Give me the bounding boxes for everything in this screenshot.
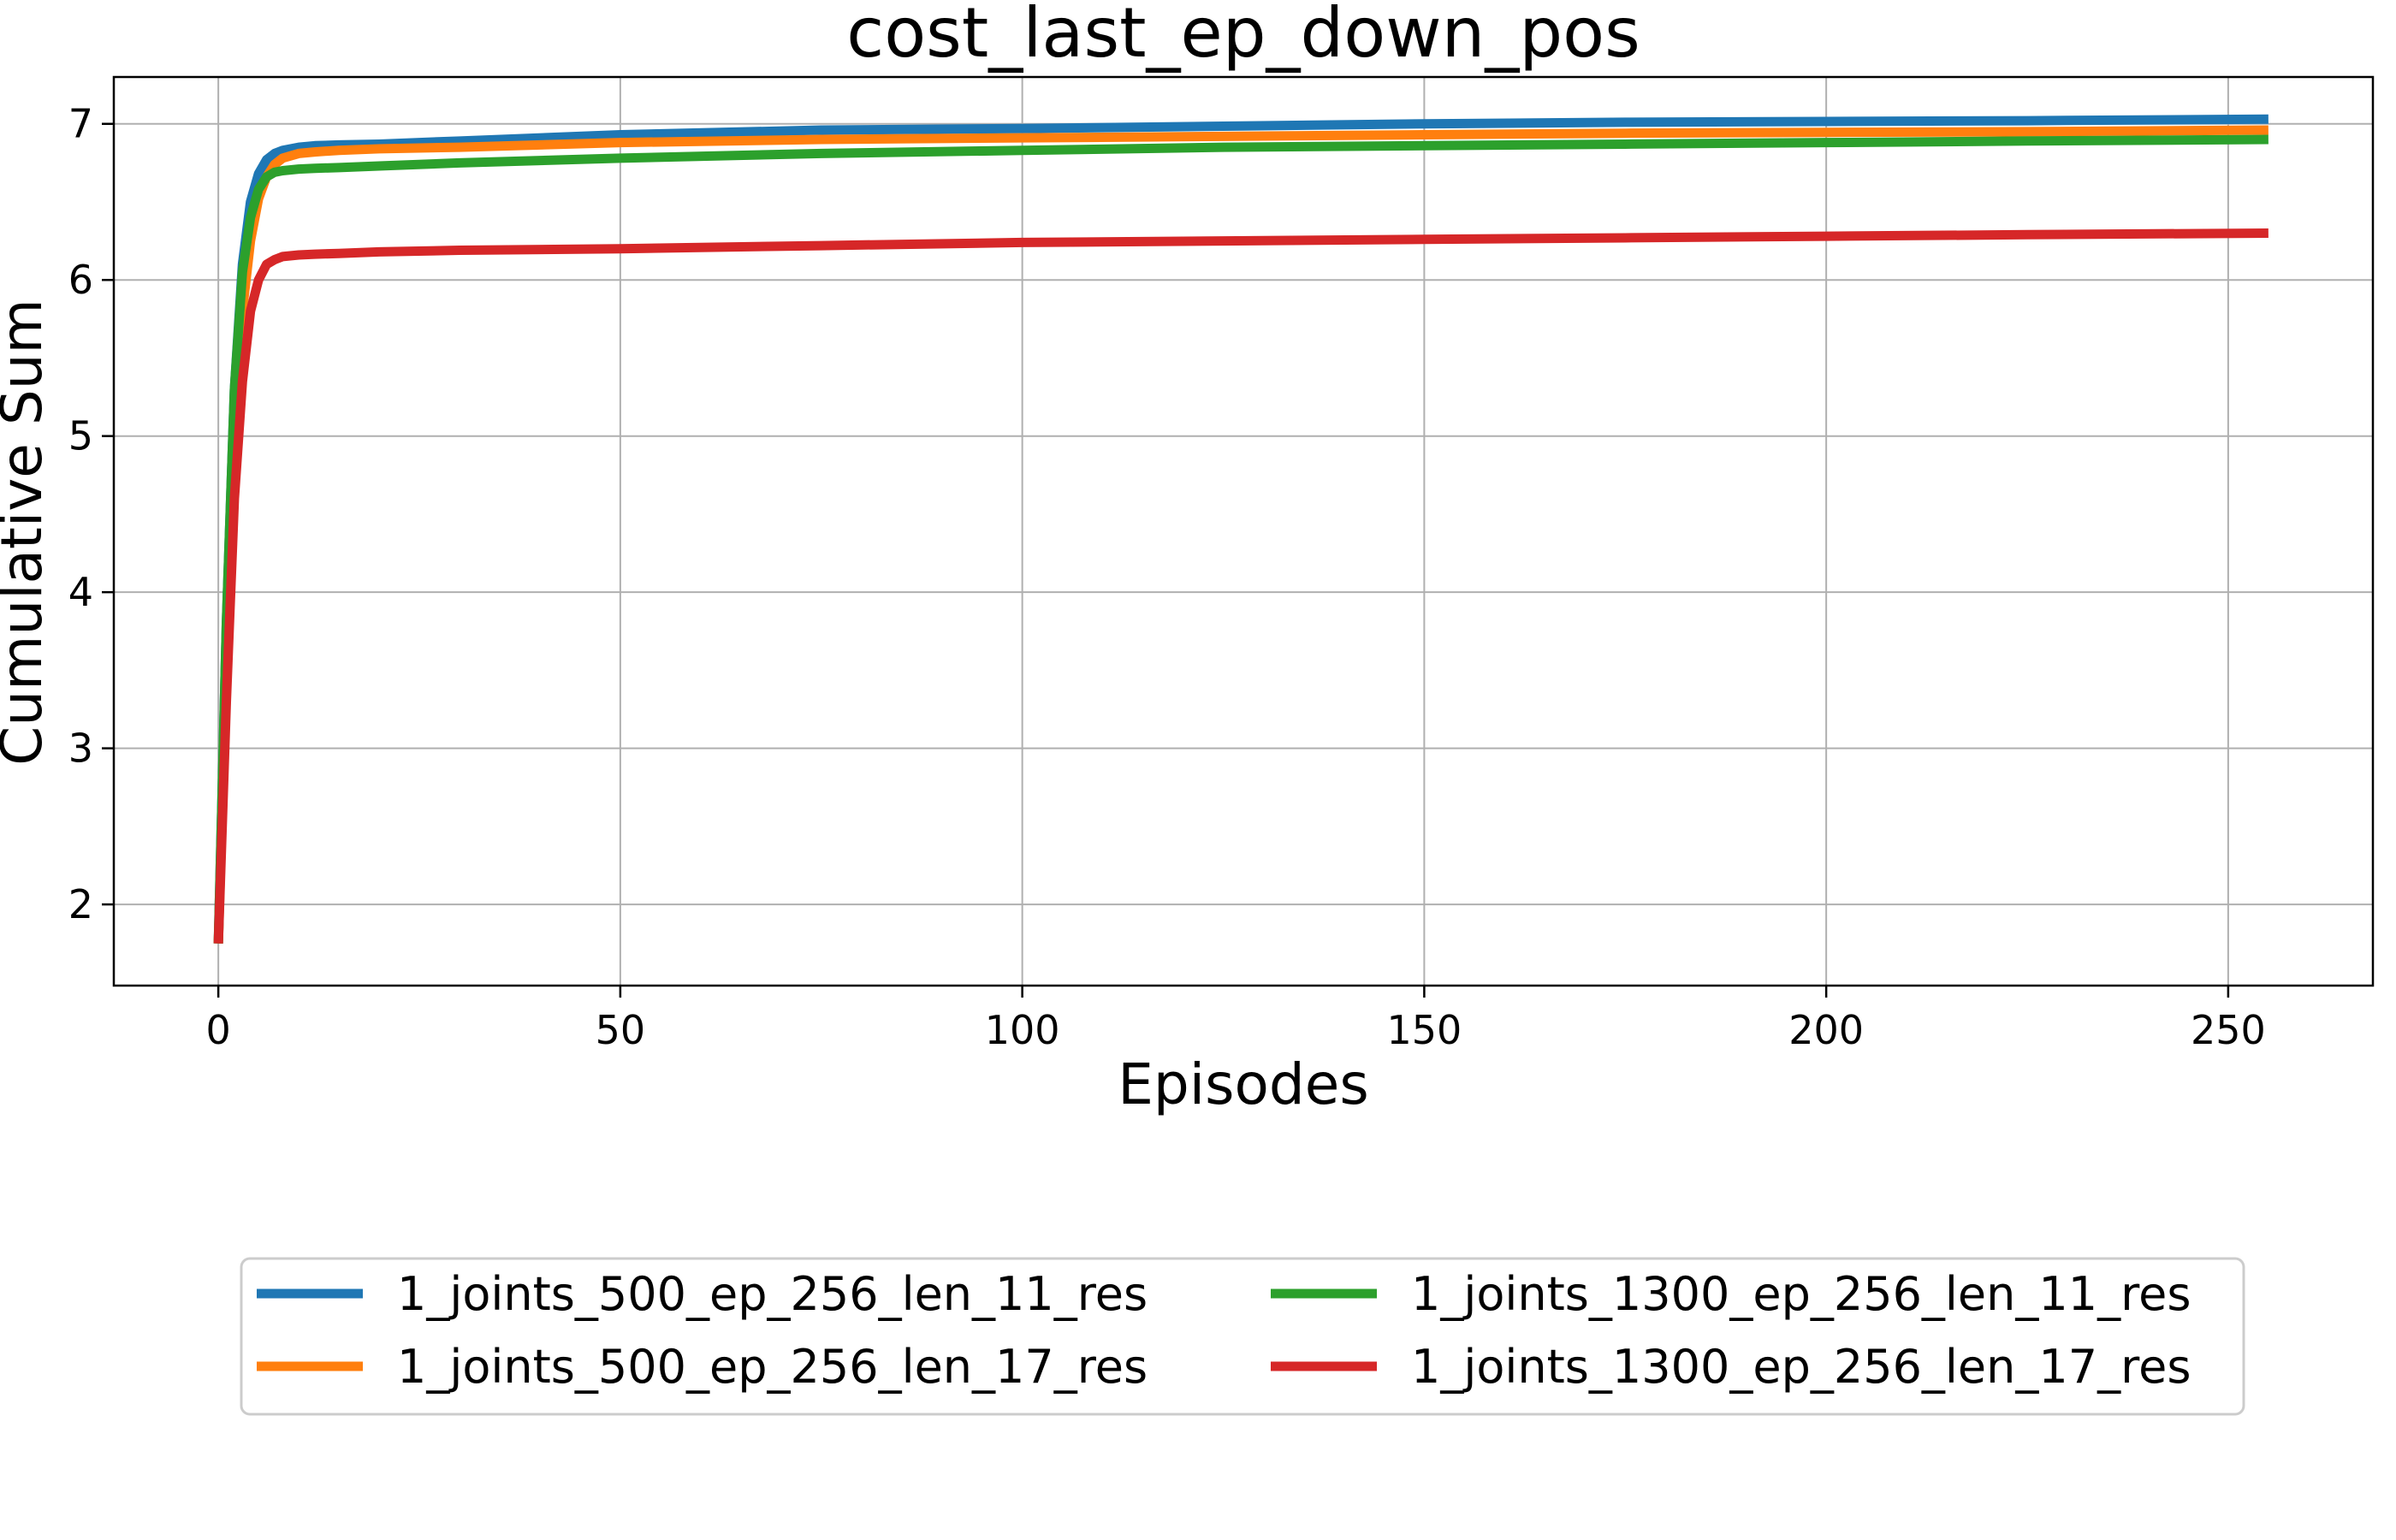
y-tick-label: 7	[68, 101, 93, 147]
legend-item: 1_joints_500_ep_256_len_11_res	[257, 1267, 1148, 1321]
x-tick-label: 100	[985, 1007, 1060, 1053]
y-tick-label: 5	[68, 413, 93, 459]
legend-label: 1_joints_500_ep_256_len_17_res	[397, 1340, 1148, 1394]
legend-label: 1_joints_500_ep_256_len_11_res	[397, 1267, 1148, 1321]
legend: 1_joints_500_ep_256_len_11_res 1_joints_5…	[240, 1257, 2245, 1416]
legend-label: 1_joints_1300_ep_256_len_11_res	[1411, 1267, 2191, 1321]
legend-item: 1_joints_1300_ep_256_len_17_res	[1271, 1340, 2191, 1394]
x-tick-label: 50	[596, 1007, 646, 1053]
legend-box	[240, 1257, 2245, 1416]
chart-title: cost_last_ep_down_pos	[846, 0, 1640, 73]
series-line-3	[213, 134, 2268, 944]
x-tick-label: 250	[2191, 1007, 2266, 1053]
y-tick-label: 6	[68, 257, 93, 303]
y-axis-title: Cumulative Sum	[0, 299, 55, 766]
y-tick-label: 4	[68, 569, 93, 615]
legend-item: 1_joints_1300_ep_256_len_11_res	[1271, 1267, 2191, 1321]
axis-ticks: 0 50 100 150 200 250 2 3 4 5 6 7	[68, 101, 2266, 1053]
y-tick-label: 2	[68, 881, 93, 927]
y-tick-label: 3	[68, 726, 93, 772]
x-tick-label: 200	[1788, 1007, 1864, 1053]
legend-item: 1_joints_500_ep_256_len_17_res	[257, 1340, 1148, 1394]
legend-label: 1_joints_1300_ep_256_len_17_res	[1411, 1340, 2191, 1394]
x-tick-label: 0	[205, 1007, 230, 1053]
series-line-4	[213, 228, 2268, 944]
plot-frame	[112, 75, 2375, 987]
series-lines	[213, 114, 2268, 944]
x-tick-label: 150	[1386, 1007, 1462, 1053]
x-axis-title: Episodes	[1118, 1051, 1369, 1117]
grid	[114, 77, 2373, 986]
